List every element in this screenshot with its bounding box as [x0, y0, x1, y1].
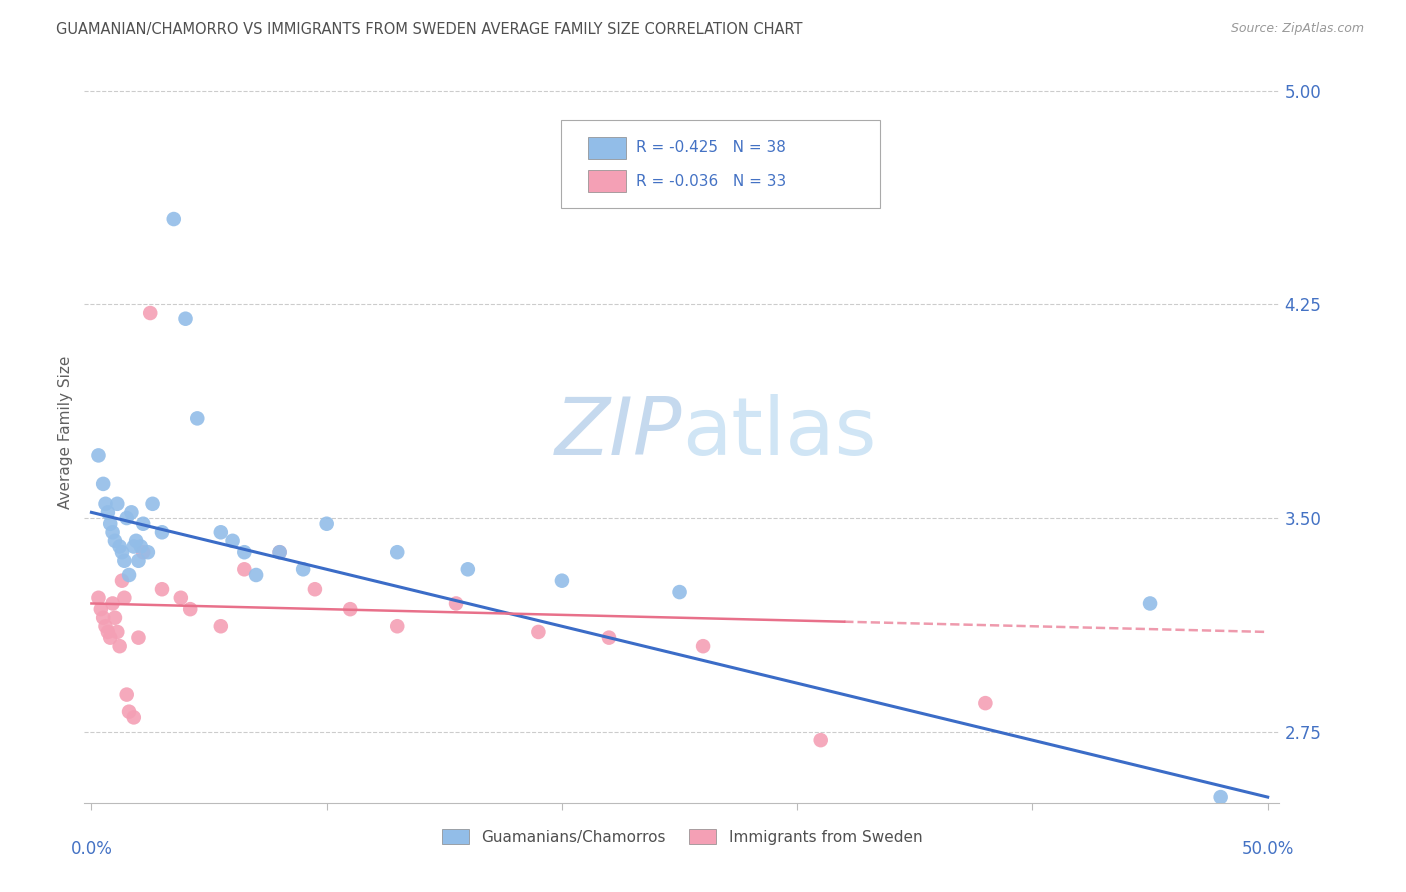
Point [94, 619, 117, 633]
Point [233, 562, 256, 576]
Point [105, 497, 128, 511]
Point [104, 610, 127, 624]
Point [111, 574, 134, 588]
Point [101, 525, 124, 540]
Point [810, 733, 832, 747]
Point [87, 449, 110, 463]
Text: 0.0%: 0.0% [70, 840, 112, 858]
Point [292, 562, 315, 576]
Point [974, 696, 997, 710]
Point [304, 582, 326, 597]
Point [108, 540, 131, 554]
Point [174, 311, 197, 326]
Point [221, 533, 243, 548]
Point [1139, 597, 1161, 611]
Point [91, 610, 114, 624]
Point [245, 568, 267, 582]
Point [101, 597, 124, 611]
Point [132, 545, 155, 559]
Text: GUAMANIAN/CHAMORRO VS IMMIGRANTS FROM SWEDEN AVERAGE FAMILY SIZE CORRELATION CHA: GUAMANIAN/CHAMORRO VS IMMIGRANTS FROM SW… [56, 22, 803, 37]
Point [136, 545, 159, 559]
Point [87, 591, 110, 605]
Point [269, 545, 291, 559]
Text: R = -0.425   N = 38: R = -0.425 N = 38 [636, 140, 786, 155]
Point [122, 710, 145, 724]
Point [387, 545, 409, 559]
Point [668, 585, 690, 599]
Point [209, 525, 232, 540]
Point [129, 540, 152, 554]
Point [115, 688, 138, 702]
Text: atlas: atlas [682, 393, 876, 472]
Point [163, 212, 186, 227]
Point [98, 516, 121, 531]
Point [186, 411, 208, 425]
Point [90, 602, 112, 616]
Point [127, 554, 149, 568]
Text: ZIP: ZIP [554, 393, 682, 472]
Point [150, 582, 173, 597]
Point [551, 574, 574, 588]
Point [120, 505, 142, 519]
Point [91, 476, 114, 491]
Point [127, 631, 149, 645]
Point [112, 554, 135, 568]
Point [118, 568, 141, 582]
Point [387, 619, 409, 633]
Point [150, 525, 173, 540]
Point [108, 639, 131, 653]
Point [98, 631, 121, 645]
Point [118, 705, 141, 719]
Text: Source: ZipAtlas.com: Source: ZipAtlas.com [1230, 22, 1364, 36]
Point [692, 639, 714, 653]
Legend: Guamanians/Chamorros, Immigrants from Sweden: Guamanians/Chamorros, Immigrants from Sw… [436, 822, 928, 851]
Point [1209, 790, 1232, 805]
Point [142, 497, 165, 511]
Point [104, 533, 127, 548]
Point [97, 624, 120, 639]
Text: R = -0.036   N = 33: R = -0.036 N = 33 [636, 174, 786, 188]
Point [315, 516, 337, 531]
Point [233, 545, 256, 559]
Point [111, 545, 134, 559]
Point [132, 516, 155, 531]
Point [125, 533, 148, 548]
Point [122, 540, 145, 554]
Point [179, 602, 201, 616]
Point [269, 545, 291, 559]
Text: 50.0%: 50.0% [1241, 840, 1294, 858]
Point [105, 624, 128, 639]
Point [209, 619, 232, 633]
Point [97, 505, 120, 519]
Point [527, 624, 550, 639]
Y-axis label: Average Family Size: Average Family Size [58, 356, 73, 509]
Point [457, 562, 479, 576]
Point [598, 631, 620, 645]
Point [339, 602, 361, 616]
Point [170, 591, 193, 605]
Point [94, 497, 117, 511]
Point [444, 597, 467, 611]
Point [115, 511, 138, 525]
Point [112, 591, 135, 605]
Point [139, 306, 162, 320]
